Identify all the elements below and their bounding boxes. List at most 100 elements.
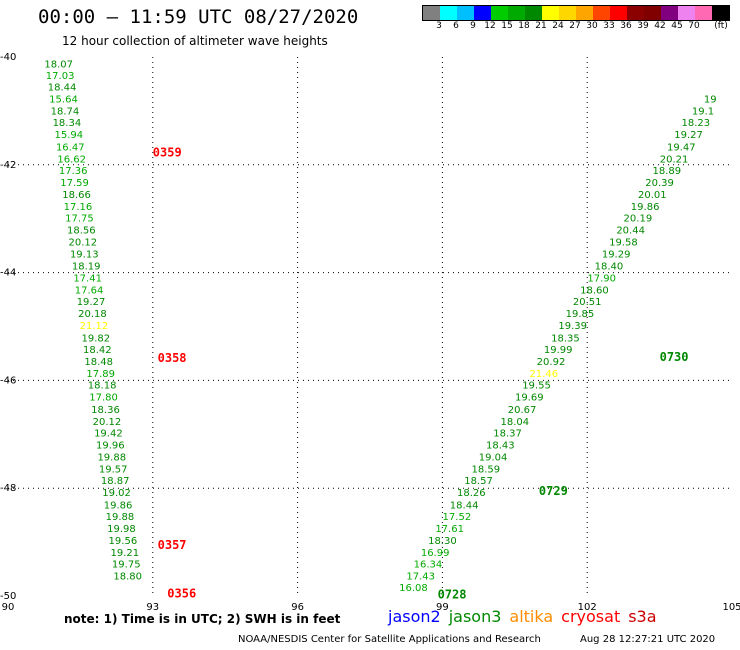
wave-height-label: 21.12	[80, 321, 109, 332]
wave-height-label: 18.19	[72, 262, 101, 273]
wave-height-label: 18.74	[51, 106, 80, 117]
wave-height-label: 18.42	[83, 345, 112, 356]
color-legend-label: 12	[484, 21, 496, 31]
x-tick-label: 99	[436, 602, 449, 613]
pass-time-label: 0730	[660, 350, 689, 364]
wave-height-label: 17.59	[60, 178, 89, 189]
satellite-legend-item: altika	[509, 607, 554, 626]
wave-height-label: 17.90	[587, 273, 616, 284]
wave-height-label: 17.52	[443, 512, 472, 523]
wave-height-label: 19.75	[112, 560, 141, 571]
wave-height-label: 19.42	[94, 429, 123, 440]
color-swatch	[712, 6, 729, 20]
wave-height-label: 19.1	[692, 106, 714, 117]
wave-height-label: 16.47	[56, 142, 85, 153]
pass-time-label: 0356	[167, 586, 196, 600]
wave-height-label: 19.56	[109, 536, 138, 547]
wave-height-label: 19.69	[515, 393, 544, 404]
wave-height-label: 15.94	[54, 130, 83, 141]
color-legend-unit: (ft)	[714, 21, 728, 31]
color-legend-labels: 3 6 9 12 15 18 21 24 27 30 33 36 39 42 45 70 (ft)	[422, 21, 740, 33]
color-swatch	[678, 6, 695, 20]
x-tick-label: 102	[578, 602, 597, 613]
color-legend-label: 9	[470, 21, 476, 31]
wave-height-label: 17.89	[86, 369, 115, 380]
wave-height-label: 19.85	[566, 309, 595, 320]
wave-height-label: 17.43	[406, 572, 435, 583]
pass-time-label: 0359	[153, 145, 182, 159]
color-legend-label: 27	[569, 21, 581, 31]
wave-height-label: 18.26	[457, 488, 486, 499]
wave-height-label: 20.67	[508, 405, 537, 416]
wave-height-label: 18.44	[450, 500, 479, 511]
wave-height-label: 20.01	[638, 190, 667, 201]
wave-height-label: 19.04	[479, 452, 508, 463]
x-tick-label: 90	[2, 602, 15, 613]
wave-height-label: 20.92	[537, 357, 566, 368]
wave-height-label: 18.57	[464, 476, 493, 487]
wave-height-label: 18.34	[53, 118, 82, 129]
wave-height-label: 17.64	[75, 285, 104, 296]
pass-time-label: 0358	[158, 351, 187, 365]
color-swatch	[576, 6, 593, 20]
color-swatch	[457, 6, 474, 20]
wave-height-label: 19.98	[107, 524, 136, 535]
wave-height-label: 20.12	[93, 417, 122, 428]
color-legend-label: 21	[535, 21, 547, 31]
wave-height-label: 19.86	[631, 202, 660, 213]
color-swatch	[474, 6, 491, 20]
color-swatch	[661, 6, 678, 20]
wave-height-label: 18.80	[113, 572, 142, 583]
color-swatch	[627, 6, 644, 20]
wave-height-label: 18.35	[551, 333, 580, 344]
pass-time-label: 0728	[438, 587, 467, 601]
wave-height-label: 19.27	[77, 297, 106, 308]
color-swatch	[508, 6, 525, 20]
wave-height-label: 19.86	[104, 500, 133, 511]
color-legend-label: 39	[637, 21, 649, 31]
wave-height-label: 18.44	[48, 83, 77, 94]
wave-height-label: 16.34	[414, 560, 443, 571]
wave-height-label: 18.37	[493, 429, 522, 440]
wave-height-label: 18.36	[91, 405, 120, 416]
x-tick-label: 105	[722, 602, 740, 613]
wave-height-label: 19.02	[102, 488, 131, 499]
wave-height-label: 19.58	[609, 237, 638, 248]
wave-height-label: 20.44	[616, 225, 645, 236]
wave-height-label: 20.12	[68, 237, 97, 248]
wave-height-label: 19.39	[558, 321, 587, 332]
color-legend-label: 36	[620, 21, 632, 31]
wave-height-label: 18.87	[101, 476, 130, 487]
wave-height-label: 19.29	[602, 250, 631, 261]
wave-height-label: 16.99	[421, 548, 450, 559]
wave-height-label: 18.18	[88, 381, 117, 392]
wave-height-label: 19.47	[667, 142, 696, 153]
color-swatch	[644, 6, 661, 20]
wave-height-label: 15.64	[49, 95, 78, 106]
wave-height-label: 16.62	[57, 154, 86, 165]
color-swatch	[610, 6, 627, 20]
satellite-legend: jason2 jason3 altika cryosat s3a	[388, 607, 665, 626]
wave-height-label: 18.66	[62, 190, 91, 201]
wave-height-label: 18.30	[428, 536, 457, 547]
color-swatch	[695, 6, 712, 20]
wave-height-label: 17.75	[65, 214, 94, 225]
generated-timestamp: Aug 28 12:27:21 UTC 2020	[580, 634, 716, 645]
satellite-legend-item: jason2	[388, 607, 441, 626]
color-legend-label: 70	[688, 21, 700, 31]
wave-height-label: 18.07	[44, 59, 73, 70]
color-legend-label: 42	[654, 21, 666, 31]
chart-subtitle: 12 hour collection of altimeter wave hei…	[62, 34, 328, 48]
satellite-legend-item: cryosat	[561, 607, 621, 626]
wave-height-label: 17.36	[59, 166, 88, 177]
wave-height-label: 19.57	[99, 464, 128, 475]
color-swatch	[440, 6, 457, 20]
pass-time-label: 0357	[158, 538, 187, 552]
wave-height-label: 20.21	[660, 154, 689, 165]
wave-height-label: 19.99	[544, 345, 573, 356]
y-tick-label: -44	[0, 268, 16, 279]
wave-height-label: 18.43	[486, 441, 515, 452]
y-tick-label: -50	[0, 591, 16, 602]
color-swatch	[423, 6, 440, 20]
